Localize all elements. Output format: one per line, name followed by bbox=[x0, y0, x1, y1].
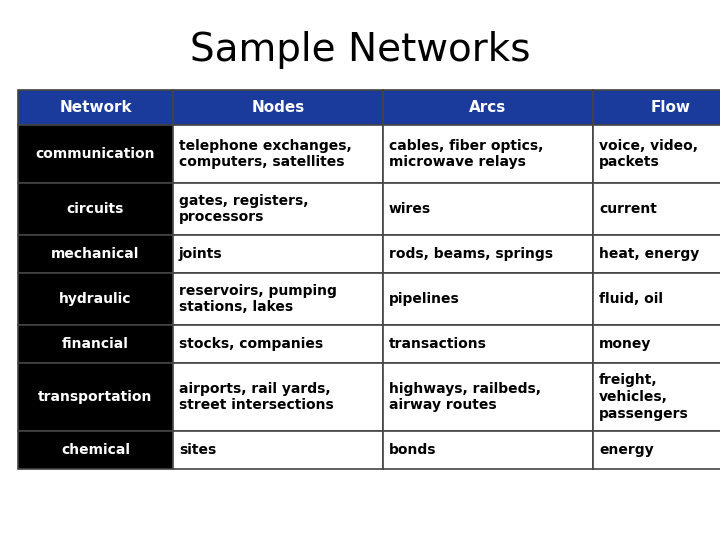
Text: fluid, oil: fluid, oil bbox=[599, 292, 663, 306]
Bar bbox=[383, 325, 593, 363]
Text: telephone exchanges,
computers, satellites: telephone exchanges, computers, satellit… bbox=[179, 139, 352, 170]
Bar bbox=[383, 235, 593, 273]
Bar bbox=[593, 125, 720, 183]
Bar bbox=[18, 125, 173, 183]
Bar bbox=[593, 325, 720, 363]
Text: hydraulic: hydraulic bbox=[59, 292, 132, 306]
Bar bbox=[173, 325, 383, 363]
Bar bbox=[18, 363, 173, 431]
Bar bbox=[18, 325, 173, 363]
Text: Nodes: Nodes bbox=[251, 100, 305, 115]
Bar bbox=[593, 363, 720, 431]
Bar bbox=[173, 363, 383, 431]
Text: transactions: transactions bbox=[389, 337, 487, 351]
Bar bbox=[173, 90, 383, 125]
Bar bbox=[593, 183, 720, 235]
Bar bbox=[593, 273, 720, 325]
Text: bonds: bonds bbox=[389, 443, 436, 457]
Bar bbox=[173, 273, 383, 325]
Text: voice, video,
packets: voice, video, packets bbox=[599, 139, 698, 170]
Bar bbox=[18, 90, 173, 125]
Text: stocks, companies: stocks, companies bbox=[179, 337, 323, 351]
Text: transportation: transportation bbox=[38, 390, 153, 404]
Text: gates, registers,
processors: gates, registers, processors bbox=[179, 194, 308, 225]
Bar bbox=[18, 183, 173, 235]
Bar bbox=[18, 431, 173, 469]
Text: highways, railbeds,
airway routes: highways, railbeds, airway routes bbox=[389, 382, 541, 413]
Text: airports, rail yards,
street intersections: airports, rail yards, street intersectio… bbox=[179, 382, 334, 413]
Bar bbox=[173, 125, 383, 183]
Bar bbox=[383, 183, 593, 235]
Text: joints: joints bbox=[179, 247, 222, 261]
Text: current: current bbox=[599, 202, 657, 216]
Text: wires: wires bbox=[389, 202, 431, 216]
Text: money: money bbox=[599, 337, 652, 351]
Text: chemical: chemical bbox=[61, 443, 130, 457]
Text: circuits: circuits bbox=[67, 202, 124, 216]
Text: pipelines: pipelines bbox=[389, 292, 460, 306]
Text: energy: energy bbox=[599, 443, 654, 457]
Bar bbox=[593, 235, 720, 273]
Bar bbox=[383, 431, 593, 469]
Text: Flow: Flow bbox=[650, 100, 690, 115]
Text: Sample Networks: Sample Networks bbox=[190, 31, 530, 69]
Text: mechanical: mechanical bbox=[51, 247, 140, 261]
Bar bbox=[18, 273, 173, 325]
Text: financial: financial bbox=[62, 337, 129, 351]
Bar bbox=[173, 183, 383, 235]
Text: heat, energy: heat, energy bbox=[599, 247, 699, 261]
Bar bbox=[593, 431, 720, 469]
Text: Arcs: Arcs bbox=[469, 100, 507, 115]
Text: communication: communication bbox=[36, 147, 156, 161]
Bar bbox=[173, 235, 383, 273]
Text: freight,
vehicles,
passengers: freight, vehicles, passengers bbox=[599, 373, 689, 421]
Text: cables, fiber optics,
microwave relays: cables, fiber optics, microwave relays bbox=[389, 139, 544, 170]
Text: Network: Network bbox=[59, 100, 132, 115]
Text: reservoirs, pumping
stations, lakes: reservoirs, pumping stations, lakes bbox=[179, 284, 337, 314]
Text: rods, beams, springs: rods, beams, springs bbox=[389, 247, 553, 261]
Bar bbox=[383, 90, 593, 125]
Bar bbox=[173, 431, 383, 469]
Bar bbox=[593, 90, 720, 125]
Bar bbox=[383, 273, 593, 325]
Text: sites: sites bbox=[179, 443, 216, 457]
Bar bbox=[18, 235, 173, 273]
Bar bbox=[383, 363, 593, 431]
Bar bbox=[383, 125, 593, 183]
